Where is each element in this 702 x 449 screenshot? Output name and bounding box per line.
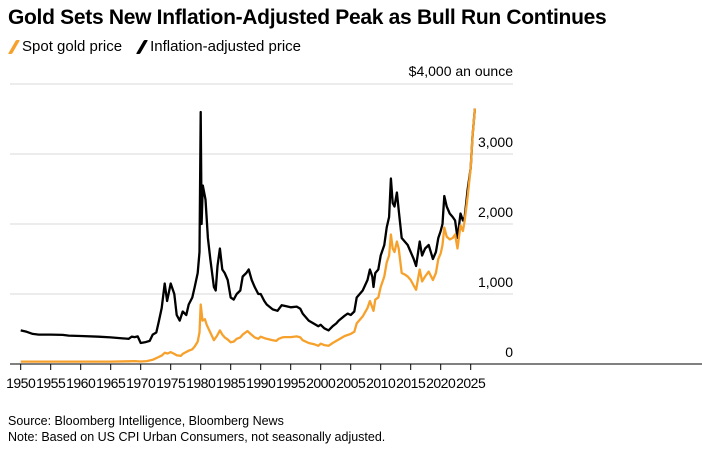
x-tick-label: 2000 bbox=[306, 375, 336, 391]
x-tick-label: 2015 bbox=[396, 375, 426, 391]
x-tick-label: 1985 bbox=[216, 375, 246, 391]
footnote: Note: Based on US CPI Urban Consumers, n… bbox=[8, 430, 386, 444]
series-line-spot-gold bbox=[20, 108, 477, 363]
x-tick-label: 1965 bbox=[96, 375, 126, 391]
y-tick-label: 2,000 bbox=[478, 204, 513, 220]
source-note: Source: Bloomberg Intelligence, Bloomber… bbox=[8, 414, 284, 428]
x-tick-label: 1960 bbox=[66, 375, 96, 391]
y-tick-label: $4,000 an ounce bbox=[409, 63, 514, 79]
x-tick-label: 1950 bbox=[6, 375, 36, 391]
x-tick-label: 1980 bbox=[186, 375, 216, 391]
y-tick-label: 1,000 bbox=[478, 274, 513, 290]
x-tick-label: 1995 bbox=[276, 375, 306, 391]
legend-label-adjusted: Inflation-adjusted price bbox=[150, 38, 302, 55]
x-tick-label: 2025 bbox=[456, 375, 486, 391]
legend-label-spot: Spot gold price bbox=[22, 38, 123, 55]
x-tick-label: 2020 bbox=[426, 375, 456, 391]
chart-title: Gold Sets New Inflation-Adjusted Peak as… bbox=[8, 6, 607, 29]
legend-item-adjusted: Inflation-adjusted price bbox=[136, 38, 301, 55]
x-tick-label: 1990 bbox=[246, 375, 276, 391]
x-tick-label: 1975 bbox=[156, 375, 186, 391]
series-line-inflation-adjusted bbox=[20, 108, 477, 345]
x-tick-label: 1955 bbox=[36, 375, 66, 391]
legend: Spot gold price Inflation-adjusted price bbox=[7, 38, 309, 55]
y-tick-label: 3,000 bbox=[478, 134, 513, 150]
y-tick-label: 0 bbox=[505, 344, 513, 360]
x-tick-label: 1970 bbox=[126, 375, 156, 391]
legend-item-spot: Spot gold price bbox=[7, 38, 123, 55]
x-tick-label: 2010 bbox=[366, 375, 396, 391]
x-tick-label: 2005 bbox=[336, 375, 366, 391]
